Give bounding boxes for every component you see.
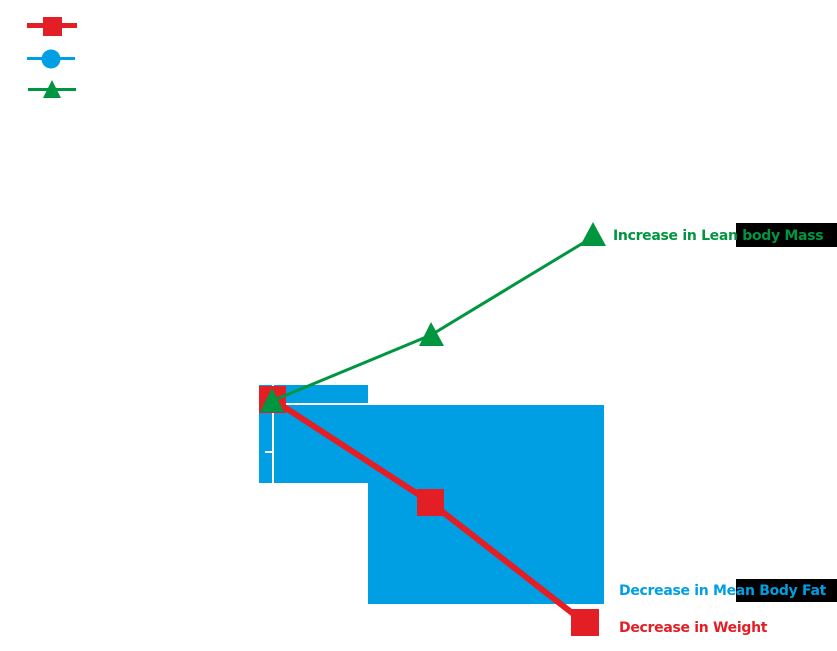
legend-body-fat: [27, 49, 75, 69]
triangle-marker-icon: [419, 322, 444, 346]
label-highlight: [736, 579, 837, 602]
legend: [27, 17, 77, 98]
legend-lean-mass: [28, 80, 76, 98]
triangle-marker-icon: [580, 222, 606, 246]
label-body-fat: Decrease in Mean Body Fat: [619, 583, 827, 599]
label-weight: Decrease in Weight: [619, 620, 768, 636]
triangle-marker-icon: [43, 80, 61, 98]
square-marker-icon: [417, 489, 444, 516]
label-highlight: [736, 223, 837, 247]
square-marker-icon: [571, 609, 599, 636]
series-lean-mass: [260, 222, 606, 412]
circle-marker-icon: [41, 49, 61, 69]
square-marker-icon: [43, 17, 62, 36]
legend-weight: [27, 17, 77, 36]
label-lean-mass: Increase in Lean body Mass: [613, 228, 823, 244]
triangle-marker-icon: [260, 388, 284, 412]
